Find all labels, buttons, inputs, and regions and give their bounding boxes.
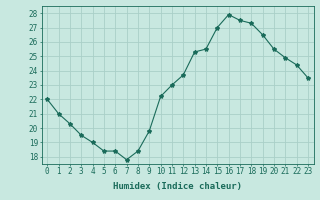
X-axis label: Humidex (Indice chaleur): Humidex (Indice chaleur) <box>113 182 242 191</box>
